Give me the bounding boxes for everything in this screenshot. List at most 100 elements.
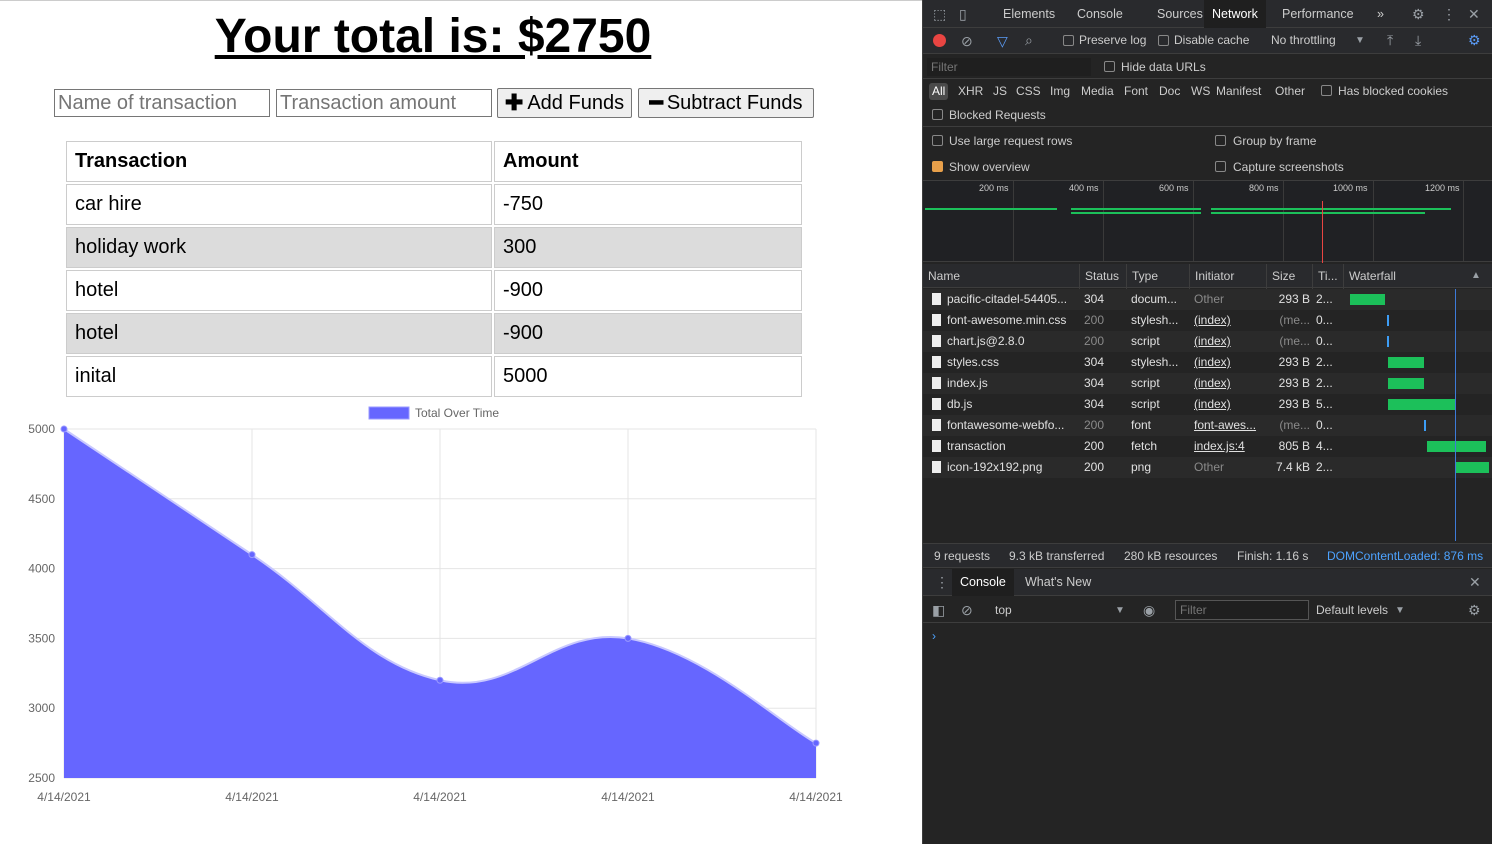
type-filter-xhr[interactable]: XHR bbox=[958, 84, 984, 98]
hide-data-urls-checkbox[interactable] bbox=[1104, 61, 1115, 72]
request-type: script bbox=[1131, 397, 1160, 411]
has-blocked-cookies-checkbox[interactable] bbox=[1321, 85, 1332, 96]
clear-console-icon[interactable]: ⊘ bbox=[961, 602, 973, 618]
request-row[interactable]: pacific-citadel-54405... 304 docum... Other… bbox=[923, 289, 1492, 310]
type-filter-doc[interactable]: Doc bbox=[1159, 84, 1181, 98]
column-header-status[interactable]: Status bbox=[1079, 264, 1126, 288]
transaction-amount-input[interactable] bbox=[276, 89, 492, 117]
column-header-time[interactable]: Ti... bbox=[1312, 264, 1343, 288]
tab-elements[interactable]: Elements bbox=[1003, 7, 1056, 21]
chevron-down-icon: ▼ bbox=[1355, 35, 1365, 46]
console-settings-gear-icon[interactable]: ⚙ bbox=[1468, 602, 1481, 618]
network-settings-gear-icon[interactable]: ⚙ bbox=[1468, 32, 1481, 48]
drawer-close-icon[interactable]: ✕ bbox=[1469, 574, 1481, 590]
file-icon bbox=[932, 314, 941, 326]
request-row[interactable]: fontawesome-webfo... 200 font font-awes... (… bbox=[923, 415, 1492, 436]
import-har-icon[interactable]: ⤒ bbox=[1387, 32, 1394, 48]
request-initiator[interactable]: (index) bbox=[1194, 355, 1231, 369]
request-row[interactable]: index.js 304 script (index) 293 B 2... bbox=[923, 373, 1492, 394]
column-header-name[interactable]: Name bbox=[928, 269, 961, 283]
request-row[interactable]: chart.js@2.8.0 200 script (index) (me... 0... bbox=[923, 331, 1492, 352]
column-header-size[interactable]: Size bbox=[1266, 264, 1312, 288]
console-filter-input[interactable] bbox=[1175, 600, 1309, 620]
levels-chevron-down-icon: ▼ bbox=[1395, 605, 1405, 616]
sidebar-toggle-icon[interactable]: ◧ bbox=[932, 602, 946, 618]
tab-network[interactable]: Network bbox=[1204, 0, 1266, 28]
export-har-icon[interactable]: ⤓ bbox=[1415, 32, 1422, 48]
kebab-menu-icon[interactable]: ⋮ bbox=[1442, 6, 1456, 22]
drawer-tab-whats-new[interactable]: What's New bbox=[1025, 575, 1092, 589]
overview-gridline bbox=[1283, 181, 1284, 261]
context-select[interactable]: top bbox=[995, 603, 1012, 617]
has-blocked-cookies-label: Has blocked cookies bbox=[1338, 84, 1449, 98]
clear-icon[interactable]: ⊘ bbox=[961, 33, 973, 49]
tab-sources[interactable]: Sources bbox=[1157, 7, 1203, 21]
group-by-frame-checkbox[interactable] bbox=[1215, 135, 1226, 146]
drawer-tab-console[interactable]: Console bbox=[952, 569, 1014, 596]
preserve-log-checkbox[interactable] bbox=[1063, 35, 1074, 46]
request-row[interactable]: font-awesome.min.css 200 stylesh... (index)… bbox=[923, 310, 1492, 331]
console-output[interactable]: › bbox=[923, 624, 1492, 844]
eye-icon[interactable]: ◉ bbox=[1143, 602, 1156, 618]
drawer-menu-icon[interactable]: ⋮ bbox=[935, 574, 949, 590]
type-filter-font[interactable]: Font bbox=[1124, 84, 1149, 98]
transaction-name-input[interactable] bbox=[54, 89, 270, 117]
network-settings-pane: Use large request rows Group by frame Sh… bbox=[923, 128, 1492, 180]
request-row[interactable]: db.js 304 script (index) 293 B 5... bbox=[923, 394, 1492, 415]
more-tabs-button[interactable]: » bbox=[1377, 7, 1384, 21]
type-filter-img[interactable]: Img bbox=[1050, 84, 1071, 98]
show-overview-checkbox[interactable] bbox=[932, 161, 943, 172]
type-filter-all[interactable]: All bbox=[929, 83, 949, 100]
request-row[interactable]: styles.css 304 stylesh... (index) 293 B 2... bbox=[923, 352, 1492, 373]
search-icon[interactable]: ⌕ bbox=[1025, 32, 1033, 48]
inspect-element-icon[interactable]: ⬚ bbox=[933, 6, 947, 22]
subtract-funds-button[interactable]: ━ Subtract Funds bbox=[638, 88, 814, 118]
type-filter-media[interactable]: Media bbox=[1081, 84, 1114, 98]
disable-cache-checkbox[interactable] bbox=[1158, 35, 1169, 46]
request-type: stylesh... bbox=[1131, 313, 1179, 327]
file-icon bbox=[932, 398, 941, 410]
network-filter-input[interactable] bbox=[927, 58, 1091, 76]
column-header-waterfall[interactable]: Waterfall bbox=[1343, 264, 1492, 288]
column-header-initiator[interactable]: Initiator bbox=[1189, 264, 1266, 288]
large-rows-checkbox[interactable] bbox=[932, 135, 943, 146]
request-row[interactable]: transaction 200 fetch index.js:4 805 B 4... bbox=[923, 436, 1492, 457]
type-filter-js[interactable]: JS bbox=[993, 84, 1008, 98]
y-tick-label: 2500 bbox=[28, 771, 55, 785]
request-initiator[interactable]: (index) bbox=[1194, 397, 1231, 411]
tab-console[interactable]: Console bbox=[1077, 7, 1123, 21]
request-initiator[interactable]: (index) bbox=[1194, 313, 1231, 327]
close-icon[interactable]: ✕ bbox=[1468, 6, 1480, 22]
request-row[interactable]: icon-192x192.png 200 png Other 7.4 kB 2... bbox=[923, 457, 1492, 478]
request-name: pacific-citadel-54405... bbox=[947, 292, 1068, 306]
overview-bar bbox=[1071, 208, 1201, 210]
tab-performance[interactable]: Performance bbox=[1282, 7, 1354, 21]
log-levels-select[interactable]: Default levels bbox=[1316, 603, 1389, 617]
file-icon bbox=[932, 356, 941, 368]
filter-icon[interactable]: ▽ bbox=[997, 33, 1008, 49]
request-initiator[interactable]: index.js:4 bbox=[1194, 439, 1245, 453]
throttling-select[interactable]: No throttling bbox=[1271, 33, 1336, 47]
request-initiator[interactable]: (index) bbox=[1194, 376, 1231, 390]
add-funds-button[interactable]: ✚ Add Funds bbox=[497, 88, 632, 118]
request-type: font bbox=[1131, 418, 1152, 432]
column-header-type[interactable]: Type bbox=[1126, 264, 1189, 288]
summary-dom-content-loaded: DOMContentLoaded: 876 ms bbox=[1327, 549, 1484, 563]
gear-icon[interactable]: ⚙ bbox=[1412, 6, 1425, 22]
record-icon[interactable] bbox=[933, 34, 946, 47]
data-point bbox=[60, 425, 68, 433]
type-filter-manifest[interactable]: Manifest bbox=[1216, 84, 1262, 98]
legend-label: Total Over Time bbox=[415, 406, 499, 420]
request-status: 304 bbox=[1084, 292, 1105, 306]
type-filter-ws[interactable]: WS bbox=[1191, 84, 1211, 98]
overview-load-marker bbox=[1322, 201, 1323, 263]
request-name: chart.js@2.8.0 bbox=[947, 334, 1025, 348]
device-toolbar-icon[interactable]: ▯ bbox=[959, 6, 967, 22]
request-initiator[interactable]: (index) bbox=[1194, 334, 1231, 348]
request-initiator[interactable]: font-awes... bbox=[1194, 418, 1257, 432]
network-overview[interactable]: 200 ms 400 ms 600 ms 800 ms 1000 ms 1200… bbox=[923, 180, 1492, 263]
type-filter-css[interactable]: CSS bbox=[1016, 84, 1041, 98]
type-filter-other[interactable]: Other bbox=[1275, 84, 1306, 98]
capture-screenshots-checkbox[interactable] bbox=[1215, 161, 1226, 172]
blocked-requests-checkbox[interactable] bbox=[932, 109, 943, 120]
